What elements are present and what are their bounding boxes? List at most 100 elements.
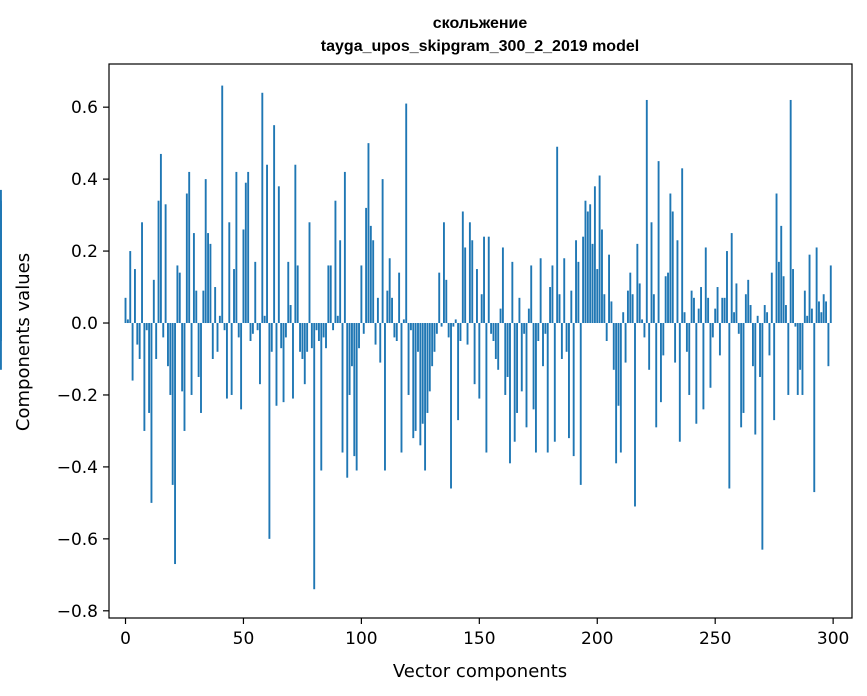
bar	[301, 323, 304, 359]
bar	[596, 269, 599, 324]
bar	[365, 207, 368, 324]
bar	[419, 323, 422, 446]
bar	[218, 315, 221, 324]
bar	[751, 323, 754, 367]
y-tick-label: −0.4	[57, 458, 98, 478]
bar	[530, 265, 533, 324]
bar	[315, 323, 318, 331]
bar	[124, 297, 127, 324]
bar	[634, 323, 636, 507]
bar	[825, 301, 827, 324]
bar	[0, 323, 2, 370]
bar	[200, 323, 202, 413]
bar	[216, 323, 219, 352]
x-tick-label: 50	[233, 629, 255, 649]
bar	[766, 312, 769, 324]
bar	[700, 287, 702, 324]
y-tick-label: 0.6	[71, 98, 98, 118]
bar	[737, 323, 740, 334]
bar	[551, 265, 554, 324]
bar	[565, 323, 568, 352]
bar	[726, 251, 728, 324]
x-tick-label: 150	[463, 629, 495, 649]
bar	[660, 323, 662, 403]
bar	[225, 323, 228, 399]
bar	[792, 269, 794, 324]
bar	[650, 222, 653, 324]
bar	[676, 240, 679, 324]
x-tick-label: 100	[345, 629, 377, 649]
bar	[181, 323, 184, 392]
bar	[667, 272, 669, 324]
bar	[674, 323, 677, 363]
bar	[129, 251, 132, 324]
bar	[744, 294, 747, 324]
bar	[711, 323, 714, 338]
bar	[306, 323, 309, 352]
bar	[190, 323, 193, 395]
bar	[556, 146, 559, 324]
bar	[126, 319, 129, 324]
bar	[523, 323, 526, 334]
bar	[266, 164, 268, 324]
bar	[459, 323, 462, 341]
bar	[591, 243, 594, 324]
bar	[379, 323, 382, 363]
bar	[593, 186, 596, 324]
bar	[721, 297, 724, 324]
bar	[169, 323, 172, 395]
bar	[740, 323, 743, 428]
bar	[553, 323, 556, 442]
bar	[313, 323, 316, 590]
bar	[174, 323, 176, 565]
bar	[244, 182, 247, 324]
bar	[320, 323, 323, 471]
bar	[254, 261, 257, 324]
bar	[308, 222, 311, 324]
bar	[626, 290, 629, 324]
bar	[325, 323, 327, 349]
x-tick-label: 250	[699, 629, 731, 649]
bar	[584, 200, 587, 324]
bar	[534, 323, 537, 453]
bar	[211, 323, 214, 359]
chart-subtitle: tayga_upos_skipgram_300_2_2019 model	[321, 38, 639, 55]
bar	[209, 243, 212, 324]
bar	[527, 308, 530, 324]
bar	[544, 323, 547, 334]
bar	[341, 323, 344, 453]
bar	[575, 240, 577, 324]
y-tick-label: 0.0	[71, 314, 98, 334]
bar	[282, 323, 285, 403]
bar	[443, 222, 445, 324]
bar	[204, 179, 207, 324]
bar	[806, 315, 809, 324]
bar	[785, 305, 787, 324]
bar	[525, 323, 528, 428]
bar	[478, 323, 481, 399]
bar	[381, 179, 384, 324]
bar	[619, 323, 622, 453]
bar	[818, 301, 820, 324]
bar	[631, 294, 634, 324]
bar	[716, 287, 719, 324]
bar	[678, 323, 681, 442]
bar	[603, 294, 606, 324]
bar	[296, 265, 299, 324]
bar	[537, 323, 540, 341]
bar	[520, 323, 523, 392]
bar	[223, 323, 226, 331]
bar	[292, 323, 294, 399]
bar	[405, 103, 408, 324]
x-tick-label: 0	[120, 629, 131, 649]
bar	[799, 323, 802, 370]
bar	[563, 258, 566, 324]
bar	[518, 297, 521, 324]
bar	[235, 171, 238, 324]
bar	[511, 261, 514, 324]
bar	[714, 308, 717, 324]
bar	[499, 308, 502, 324]
bar	[513, 323, 516, 442]
bar	[471, 240, 474, 324]
bar	[787, 323, 790, 395]
